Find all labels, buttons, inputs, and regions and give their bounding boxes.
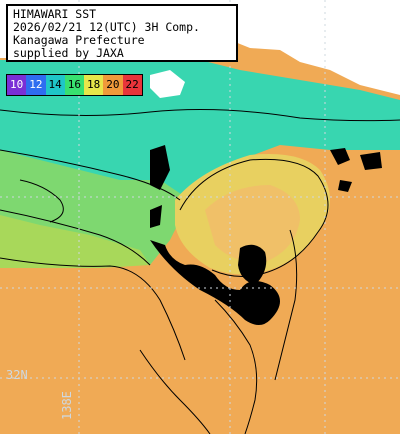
- legend-cell-20: 20: [103, 75, 123, 95]
- eddy-core: [205, 185, 300, 263]
- cloud-edge-2: [150, 205, 162, 228]
- title-line: HIMAWARI SST: [13, 7, 97, 21]
- mid-water-band-2: [0, 215, 150, 268]
- date-line: 2026/02/21 12(UTC) 3H Comp.: [13, 20, 200, 34]
- legend-cell-14: 14: [45, 75, 65, 95]
- latitude-label: 32N: [6, 368, 28, 382]
- supplier-line: supplied by JAXA: [13, 46, 124, 60]
- cloud-edge-1: [150, 145, 170, 190]
- longitude-label: 138E: [60, 391, 74, 420]
- legend-cell-10: 10: [7, 75, 27, 95]
- cloud-scatter-right: [330, 148, 382, 192]
- legend-cell-22: 22: [122, 75, 142, 95]
- info-box: HIMAWARI SST 2026/02/21 12(UTC) 3H Comp.…: [6, 4, 238, 62]
- cloud-mass-main: [150, 240, 280, 325]
- legend-cell-12: 12: [26, 75, 46, 95]
- prefecture-line: Kanagawa Prefecture: [13, 33, 145, 47]
- legend-cell-18: 18: [84, 75, 104, 95]
- legend-cell-16: 16: [64, 75, 84, 95]
- sst-contours: [0, 109, 400, 434]
- temperature-legend: 10 12 14 16 18 20 22: [6, 74, 143, 96]
- land-bay: [150, 70, 185, 98]
